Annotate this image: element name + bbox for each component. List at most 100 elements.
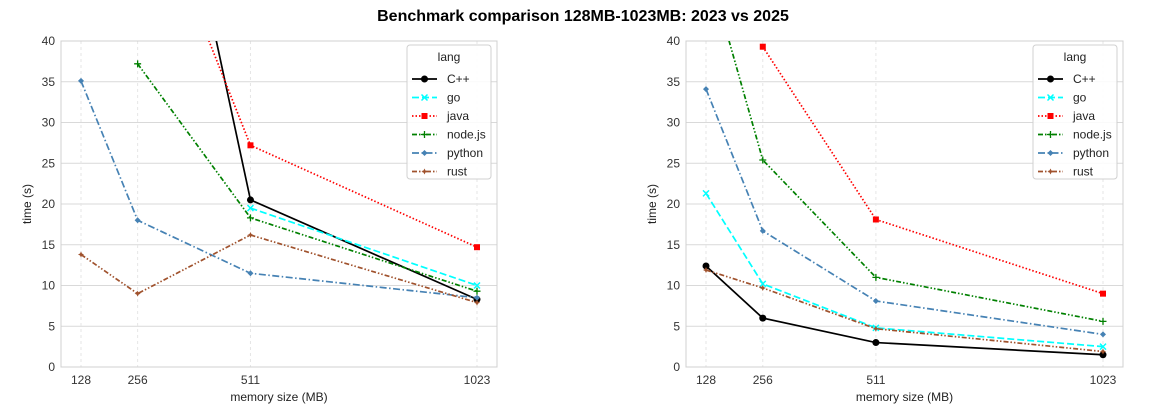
legend-item: java <box>1038 109 1095 123</box>
subplot-2: 0 5 10 15 20 25 30 35 40 128 256 511 1023 memory size… <box>645 34 1124 404</box>
x-axis-label: memory size (MB) <box>856 390 953 404</box>
marker-circle <box>872 339 880 347</box>
legend-item: node.js <box>412 128 486 142</box>
y-tick-label: 15 <box>42 238 56 252</box>
y-tick-label: 35 <box>667 75 681 89</box>
marker-plus <box>1099 317 1107 325</box>
y-tick-label: 25 <box>42 156 56 170</box>
series-line <box>705 192 1104 348</box>
legend-label: C++ <box>1073 72 1096 86</box>
x-tick-label: 256 <box>753 373 773 387</box>
marker-x <box>702 189 710 197</box>
marker-diamond <box>1100 331 1106 338</box>
legend-label: java <box>446 109 469 123</box>
marker-diamond <box>134 217 141 224</box>
marker-star <box>78 251 84 258</box>
series-nodejs <box>134 60 481 295</box>
legend-item: node.js <box>1038 128 1112 142</box>
marker-diamond <box>474 294 480 301</box>
series-rust <box>703 267 1106 355</box>
marker-square <box>1100 290 1106 297</box>
plot-frame <box>60 40 498 368</box>
marker-circle <box>759 314 767 322</box>
marker-diamond <box>78 77 84 84</box>
marker-circle <box>1047 75 1054 83</box>
marker-plus <box>872 273 880 281</box>
marker-x <box>1099 343 1107 351</box>
series-go <box>702 189 1107 351</box>
y-tick-label: 5 <box>48 319 55 333</box>
chart-title: Benchmark comparison 128MB-1023MB: 2023 … <box>377 8 789 25</box>
marker-plus <box>759 156 767 164</box>
series-java <box>759 43 1106 297</box>
marker-diamond <box>703 86 709 93</box>
marker-star <box>759 284 766 291</box>
x-tick-label: 256 <box>128 373 148 387</box>
y-tick-label: 0 <box>48 360 55 374</box>
legend-item: C++ <box>412 72 470 86</box>
y-tick-label: 25 <box>667 156 681 170</box>
marker-star <box>474 299 480 306</box>
marker-square <box>872 216 879 223</box>
series-line <box>250 207 478 287</box>
x-tick-label: 511 <box>241 373 260 387</box>
marker-plus <box>473 287 481 295</box>
legend-label: python <box>1073 146 1109 160</box>
marker-diamond <box>421 150 428 156</box>
legend-item: rust <box>1038 165 1094 179</box>
series-line <box>705 88 1104 336</box>
marker-diamond <box>247 270 254 277</box>
plot-frame <box>685 40 1124 368</box>
legend: lang C++ go java node.js python rust <box>1032 44 1118 180</box>
legend-label: rust <box>1073 165 1094 179</box>
y-axis-label: time (s) <box>645 184 659 224</box>
marker-plus <box>421 131 428 138</box>
series-go <box>246 204 481 290</box>
series-group <box>702 41 1107 359</box>
y-tick-label: 10 <box>667 279 681 293</box>
y-tick-label: 40 <box>42 34 56 48</box>
marker-square <box>421 113 428 119</box>
y-tick-label: 0 <box>673 360 680 374</box>
legend-title: lang <box>1064 50 1087 64</box>
series-line <box>705 269 1104 353</box>
series-python <box>703 86 1106 338</box>
marker-star <box>421 168 428 175</box>
marker-star <box>1047 168 1054 175</box>
marker-diamond <box>872 297 879 304</box>
marker-plus <box>1047 131 1054 138</box>
series-line <box>705 265 1104 356</box>
subplot-1: 0 5 10 15 20 25 30 35 40 128 256 511 1023 memory size… <box>20 34 498 404</box>
marker-star <box>1100 348 1106 355</box>
marker-star <box>247 231 254 238</box>
x-tick-label: 1023 <box>464 373 491 387</box>
marker-plus <box>134 60 142 68</box>
series-line <box>728 41 1104 323</box>
legend-label: C++ <box>447 72 470 86</box>
x-tick-label: 128 <box>696 373 716 387</box>
y-tick-label: 40 <box>667 34 681 48</box>
legend: lang C++ go java node.js python rust <box>406 44 492 180</box>
marker-star <box>134 290 141 297</box>
legend-label: java <box>1072 109 1095 123</box>
legend-label: node.js <box>1073 128 1112 142</box>
marker-circle <box>421 75 428 83</box>
legend-item: python <box>1038 146 1109 160</box>
y-tick-label: 35 <box>42 75 56 89</box>
legend-item: rust <box>412 165 468 179</box>
legend-item: C++ <box>1038 72 1096 86</box>
marker-square <box>759 43 766 50</box>
legend-label: go <box>447 91 461 105</box>
x-tick-label: 1023 <box>1090 373 1117 387</box>
series-group <box>78 41 481 306</box>
marker-diamond <box>759 227 766 234</box>
x-tick-label: 511 <box>866 373 885 387</box>
marker-x <box>420 93 429 102</box>
legend-item: go <box>1038 91 1087 105</box>
marker-x <box>246 204 254 212</box>
x-tick-label: 128 <box>71 373 91 387</box>
marker-square <box>474 244 480 251</box>
marker-circle <box>702 262 710 270</box>
legend-title: lang <box>438 50 461 64</box>
marker-star <box>872 325 879 332</box>
